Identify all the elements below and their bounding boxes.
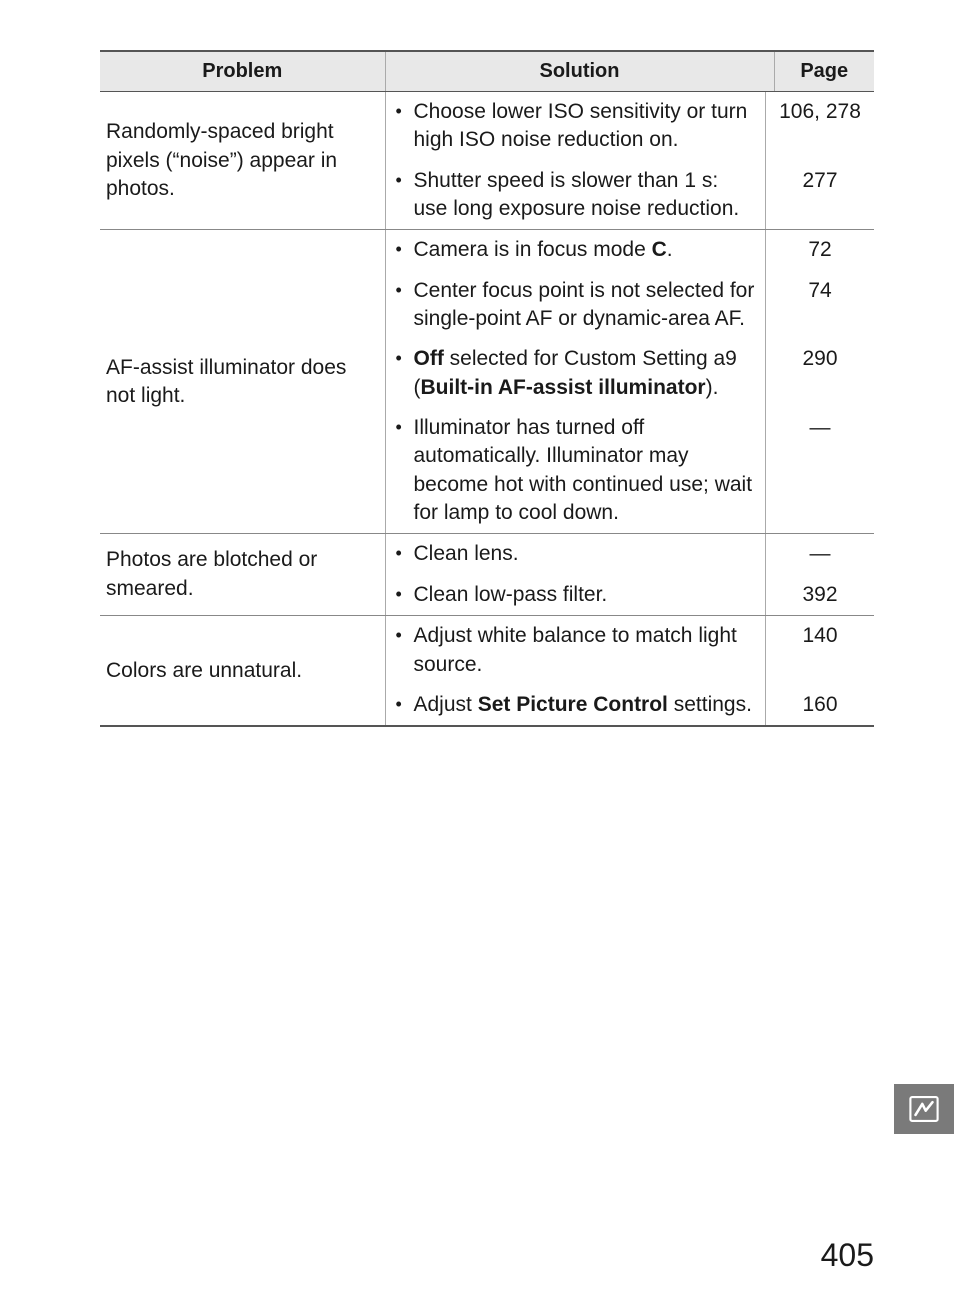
problem-cell: Photos are blotched or smeared. xyxy=(100,534,385,616)
bullet-text: Illuminator has turned off automatically… xyxy=(414,414,756,527)
bullet-icon: • xyxy=(396,236,414,264)
bullet-text: Clean low-pass filter. xyxy=(414,581,756,609)
page-ref: 74 xyxy=(766,271,874,340)
solution-text: •Clean lens. xyxy=(386,534,767,574)
bullet-icon: • xyxy=(396,98,414,155)
bullet-icon: • xyxy=(396,345,414,402)
page-ref: 160 xyxy=(766,685,874,725)
header-solution: Solution xyxy=(385,51,774,92)
bullet-icon: • xyxy=(396,691,414,719)
bullet-text: Adjust white balance to match light sour… xyxy=(414,622,756,679)
table-row: Photos are blotched or smeared.•Clean le… xyxy=(100,534,874,616)
solution-item: •Adjust white balance to match light sou… xyxy=(386,616,875,685)
solution-item: •Center focus point is not selected for … xyxy=(386,271,875,340)
bullet-icon: • xyxy=(396,277,414,334)
bullet-text: Shutter speed is slower than 1 s: use lo… xyxy=(414,167,756,224)
bold-text: Off xyxy=(414,347,444,370)
solution-text: •Shutter speed is slower than 1 s: use l… xyxy=(386,161,767,230)
solution-text: •Center focus point is not selected for … xyxy=(386,271,767,340)
text-run: Illuminator has turned off automatically… xyxy=(414,416,753,524)
solution-and-page-cell: •Adjust white balance to match light sou… xyxy=(385,616,874,727)
text-run: Camera is in focus mode xyxy=(414,238,652,261)
solution-and-page-cell: •Camera is in focus mode C.72•Center foc… xyxy=(385,230,874,534)
text-run: Adjust xyxy=(414,693,478,716)
bullet-icon: • xyxy=(396,167,414,224)
solution-text: •Illuminator has turned off automaticall… xyxy=(386,408,767,533)
page-ref: 392 xyxy=(766,575,874,615)
problem-cell: Colors are unnatural. xyxy=(100,616,385,727)
bold-text: Built-in AF-assist illuminator xyxy=(421,376,706,399)
text-run: Clean low-pass filter. xyxy=(414,583,608,606)
table-body: Randomly-spaced bright pixels (“noise”) … xyxy=(100,92,874,727)
bullet-icon: • xyxy=(396,414,414,527)
bullet-text: Camera is in focus mode C. xyxy=(414,236,756,264)
bullet-icon: • xyxy=(396,540,414,568)
page-ref: 277 xyxy=(766,161,874,230)
bullet-icon: • xyxy=(396,622,414,679)
text-run: ). xyxy=(706,376,719,399)
bullet-text: Adjust Set Picture Control settings. xyxy=(414,691,756,719)
solution-text: •Adjust white balance to match light sou… xyxy=(386,616,767,685)
solution-item: •Shutter speed is slower than 1 s: use l… xyxy=(386,161,875,230)
solution-item: •Illuminator has turned off automaticall… xyxy=(386,408,875,533)
bullet-text: Clean lens. xyxy=(414,540,756,568)
manual-page: Problem Solution Page Randomly-spaced br… xyxy=(0,0,954,1314)
text-run: Adjust white balance to match light sour… xyxy=(414,624,737,675)
page-ref: — xyxy=(766,408,874,533)
header-problem: Problem xyxy=(100,51,385,92)
solution-item: •Clean lens.— xyxy=(386,534,875,574)
table-row: Randomly-spaced bright pixels (“noise”) … xyxy=(100,92,874,230)
page-ref: 140 xyxy=(766,616,874,685)
bullet-text: Center focus point is not selected for s… xyxy=(414,277,756,334)
solution-text: •Adjust Set Picture Control settings. xyxy=(386,685,767,725)
page-ref: — xyxy=(766,534,874,574)
section-tab xyxy=(894,1084,954,1134)
text-run: Center focus point is not selected for s… xyxy=(414,279,755,330)
page-ref: 290 xyxy=(766,339,874,408)
solution-item: •Clean low-pass filter.392 xyxy=(386,575,875,615)
solution-item: •Adjust Set Picture Control settings.160 xyxy=(386,685,875,725)
text-run: Clean lens. xyxy=(414,542,519,565)
solution-and-page-cell: •Choose lower ISO sensitivity or turn hi… xyxy=(385,92,874,230)
solution-item: •Off selected for Custom Setting a9 (Bui… xyxy=(386,339,875,408)
page-number: 405 xyxy=(821,1237,874,1274)
table-header-row: Problem Solution Page xyxy=(100,51,874,92)
problem-cell: AF-assist illuminator does not light. xyxy=(100,230,385,534)
problem-cell: Randomly-spaced bright pixels (“noise”) … xyxy=(100,92,385,230)
solution-item: •Camera is in focus mode C.72 xyxy=(386,230,875,270)
bullet-icon: • xyxy=(396,581,414,609)
bullet-text: Off selected for Custom Setting a9 (Buil… xyxy=(414,345,756,402)
page-ref: 106, 278 xyxy=(766,92,874,161)
page-ref: 72 xyxy=(766,230,874,270)
solution-text: •Camera is in focus mode C. xyxy=(386,230,767,270)
solution-and-page-cell: •Clean lens.—•Clean low-pass filter.392 xyxy=(385,534,874,616)
table-row: AF-assist illuminator does not light.•Ca… xyxy=(100,230,874,534)
troubleshooting-table: Problem Solution Page Randomly-spaced br… xyxy=(100,50,874,727)
text-run: Shutter speed is slower than 1 s: use lo… xyxy=(414,169,740,220)
solution-text: •Clean low-pass filter. xyxy=(386,575,767,615)
bold-text: C xyxy=(652,238,667,261)
solution-text: •Off selected for Custom Setting a9 (Bui… xyxy=(386,339,767,408)
solution-item: •Choose lower ISO sensitivity or turn hi… xyxy=(386,92,875,161)
header-page: Page xyxy=(774,51,874,92)
text-run: . xyxy=(667,238,673,261)
solution-text: •Choose lower ISO sensitivity or turn hi… xyxy=(386,92,767,161)
bullet-text: Choose lower ISO sensitivity or turn hig… xyxy=(414,98,756,155)
text-run: settings. xyxy=(668,693,752,716)
notes-icon xyxy=(907,1092,941,1126)
text-run: Choose lower ISO sensitivity or turn hig… xyxy=(414,100,748,151)
table-row: Colors are unnatural.•Adjust white balan… xyxy=(100,616,874,727)
bold-text: Set Picture Control xyxy=(478,693,668,716)
